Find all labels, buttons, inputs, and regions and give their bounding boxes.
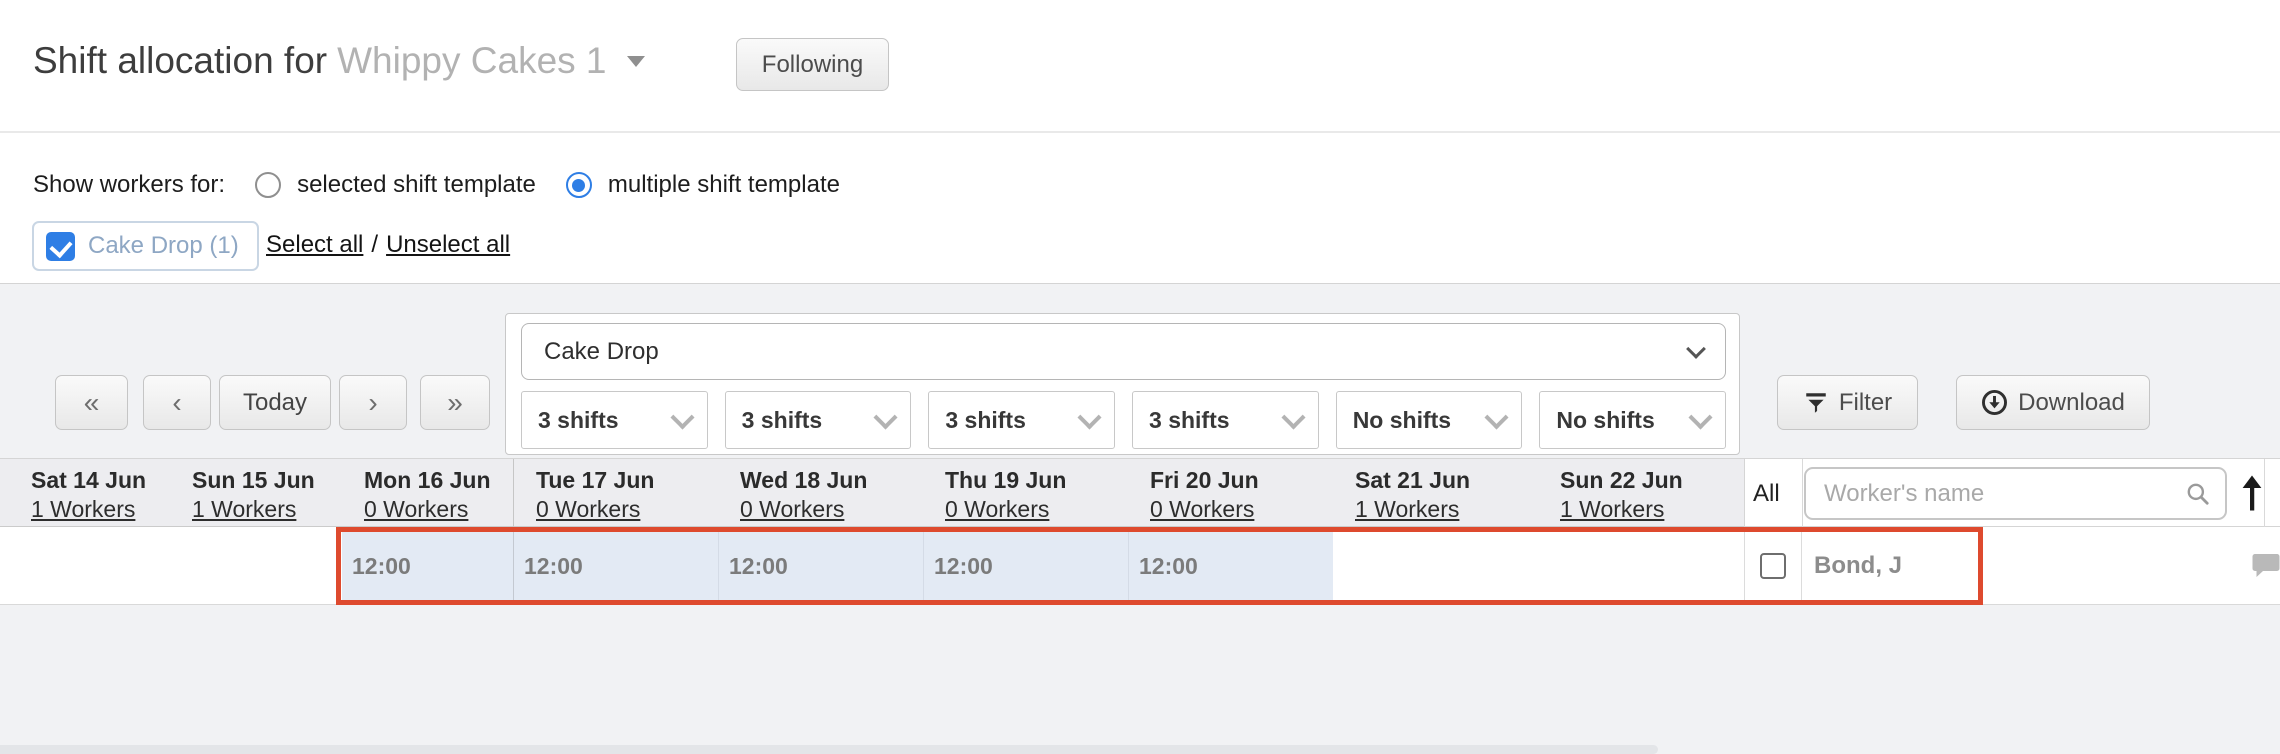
template-select-value: Cake Drop: [544, 337, 659, 365]
date-column-sun15: Sun 15 Jun 1 Workers: [170, 459, 342, 528]
show-workers-label: Show workers for:: [33, 171, 226, 198]
date-column-fri20: Fri 20 Jun 0 Workers: [1128, 459, 1333, 528]
shift-select-fri[interactable]: 3 shifts: [1132, 391, 1319, 449]
radio-dot: [572, 178, 586, 192]
date-column-thu19: Thu 19 Jun 0 Workers: [923, 459, 1128, 528]
shift-time: 12:00: [729, 552, 788, 579]
date-column-tue17: Tue 17 Jun 0 Workers: [513, 459, 718, 528]
chevron-left-icon: ‹: [172, 386, 182, 418]
title-caret-down-icon[interactable]: [626, 56, 645, 67]
radio-multiple-shift-template-label: multiple shift template: [607, 171, 840, 198]
template-select[interactable]: Cake Drop: [521, 323, 1726, 380]
shift-select-sun[interactable]: No shifts: [1539, 391, 1727, 449]
row-select-cell: [1744, 527, 1801, 605]
worker-name-cell: Bond, J: [1801, 527, 2261, 605]
shift-cell-tue17[interactable]: 12:00: [513, 527, 718, 605]
template-chip-label: Cake Drop (1): [88, 232, 239, 259]
workers-link[interactable]: 0 Workers: [1150, 496, 1255, 522]
chevron-down-icon: [1484, 404, 1509, 430]
filter-button-label: Filter: [1838, 388, 1893, 416]
shift-cell-thu19[interactable]: 12:00: [923, 527, 1128, 605]
workers-link[interactable]: 0 Workers: [740, 496, 845, 522]
date-column-sat14: Sat 14 Jun 1 Workers: [9, 459, 170, 528]
date-column-wed18: Wed 18 Jun 0 Workers: [718, 459, 923, 528]
worker-name: Bond, J: [1814, 552, 1902, 579]
shift-time: 12:00: [934, 552, 993, 579]
speech-bubble-icon[interactable]: [2252, 553, 2280, 579]
nav-first-week-button[interactable]: «: [55, 375, 128, 430]
unselect-all-link[interactable]: Unselect all: [386, 231, 511, 258]
chevron-down-icon: [873, 404, 898, 430]
chevron-down-icon: [1686, 338, 1706, 359]
shift-select-thu[interactable]: 3 shifts: [928, 391, 1116, 449]
download-button-label: Download: [2018, 388, 2125, 416]
shift-count-selects: 3 shifts 3 shifts 3 shifts 3 shifts No s…: [521, 391, 1727, 449]
double-chevron-left-icon: «: [83, 386, 100, 418]
chevron-down-icon: [1281, 404, 1306, 430]
date-column-mon16: Mon 16 Jun 0 Workers: [342, 459, 513, 528]
row-checkbox[interactable]: [1760, 553, 1786, 579]
radio-multiple-shift-template[interactable]: [565, 172, 592, 198]
workers-link[interactable]: 1 Workers: [1560, 496, 1665, 522]
workers-link[interactable]: 1 Workers: [31, 496, 136, 522]
horizontal-scrollbar[interactable]: [0, 745, 1658, 754]
workers-link[interactable]: 1 Workers: [1355, 496, 1460, 522]
date-column-sun22: Sun 22 Jun 1 Workers: [1538, 459, 1743, 528]
worker-search-field: [1804, 467, 2227, 520]
magnifier-icon: [2187, 483, 2209, 505]
template-chip-cake-drop[interactable]: Cake Drop (1): [32, 221, 259, 271]
date-header-row: Sat 14 Jun 1 Workers Sun 15 Jun 1 Workers …: [0, 458, 1744, 528]
checked-checkbox-icon[interactable]: [46, 231, 75, 261]
shift-cell-wed18[interactable]: 12:00: [718, 527, 923, 605]
chevron-right-icon: ›: [368, 386, 378, 418]
page-title: Shift allocation for Whippy Cakes 1: [33, 40, 645, 82]
shift-select-sat[interactable]: No shifts: [1335, 391, 1523, 449]
download-button[interactable]: Download: [1956, 375, 2150, 430]
worker-header-area: All: [1744, 458, 2280, 528]
funnel-icon: [1806, 392, 1826, 413]
double-chevron-right-icon: »: [447, 386, 463, 418]
nav-today-button[interactable]: Today: [219, 375, 331, 430]
page-title-entity: Whippy Cakes 1: [337, 40, 607, 81]
worker-search-input[interactable]: [1822, 478, 2185, 509]
header-divider: [0, 131, 2280, 133]
circled-down-arrow-icon: [1982, 390, 2008, 415]
worker-row-bond-j: 12:00 12:00 12:00 12:00 12:00 Bond, J: [0, 527, 2280, 605]
all-column-header: All: [1753, 480, 1780, 507]
links-separator: /: [371, 231, 379, 258]
following-button[interactable]: Following: [736, 38, 889, 91]
shift-select-wed[interactable]: 3 shifts: [724, 391, 912, 449]
nav-last-week-button[interactable]: »: [420, 375, 490, 430]
date-column-sat21: Sat 21 Jun 1 Workers: [1333, 459, 1538, 528]
workers-link[interactable]: 0 Workers: [945, 496, 1050, 522]
workers-link[interactable]: 0 Workers: [536, 496, 641, 522]
chevron-down-icon: [1077, 404, 1102, 430]
nav-previous-button[interactable]: ‹: [143, 375, 211, 430]
shift-template-panel: Cake Drop 3 shifts 3 shifts 3 shifts 3 s…: [505, 313, 1740, 455]
radio-selected-shift-template-label: selected shift template: [297, 171, 536, 198]
chevron-down-icon: [1688, 404, 1713, 430]
workers-link[interactable]: 0 Workers: [364, 496, 469, 522]
show-workers-row: Show workers for: selected shift templat…: [33, 170, 840, 200]
sort-up-arrow-icon[interactable]: [2237, 473, 2267, 513]
shift-cell-fri20[interactable]: 12:00: [1128, 527, 1333, 605]
workers-link[interactable]: 1 Workers: [192, 496, 297, 522]
template-links: Select all / Unselect all: [266, 231, 510, 259]
following-button-label: Following: [761, 50, 864, 78]
chevron-down-icon: [670, 404, 695, 430]
radio-selected-shift-template[interactable]: [255, 172, 282, 198]
shift-time: 12:00: [524, 552, 583, 579]
select-all-link[interactable]: Select all: [266, 231, 364, 258]
shift-time: 12:00: [1139, 552, 1198, 579]
shift-time: 12:00: [352, 552, 411, 579]
today-button-label: Today: [242, 388, 308, 416]
filter-button[interactable]: Filter: [1777, 375, 1918, 430]
shift-select-tue[interactable]: 3 shifts: [521, 391, 708, 449]
shift-cell-mon16[interactable]: 12:00: [342, 527, 513, 605]
page-title-prefix: Shift allocation for: [33, 40, 328, 81]
nav-next-button[interactable]: ›: [339, 375, 407, 430]
